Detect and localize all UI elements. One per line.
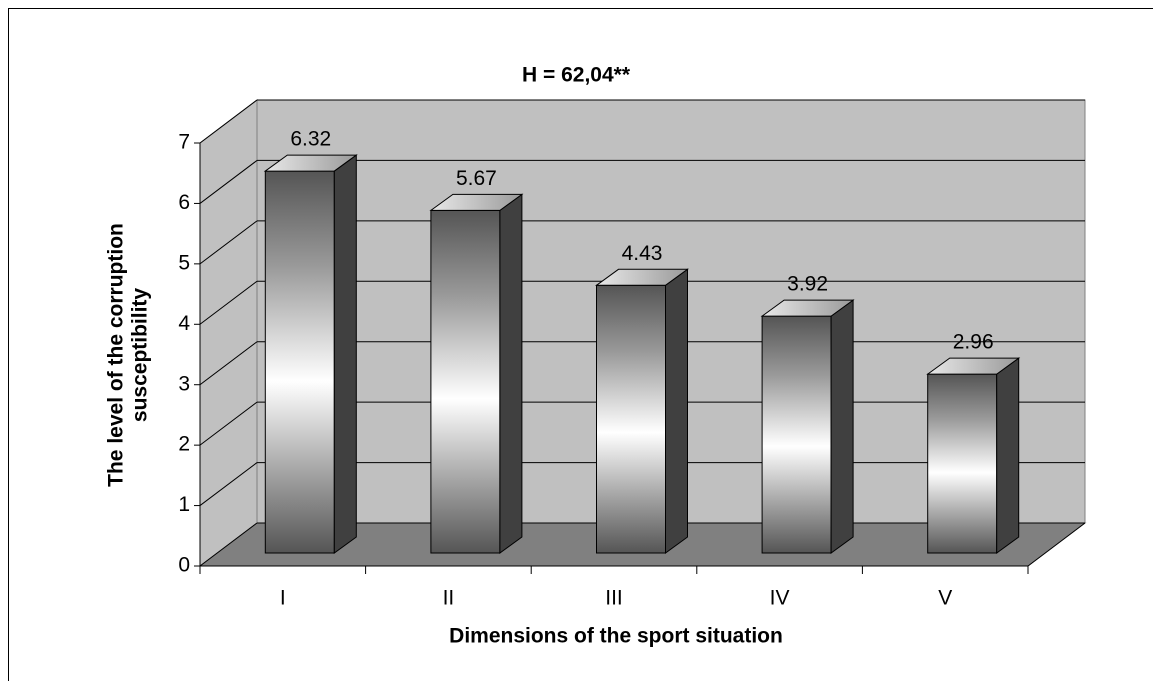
y-tick-label: 6 (178, 191, 190, 214)
bar-side (830, 299, 854, 554)
bar-top (594, 268, 690, 286)
data-label: 2.96 (953, 331, 994, 354)
x-tick-label: V (938, 587, 952, 610)
bar-top (429, 193, 524, 211)
bar-side (499, 193, 523, 554)
bar (596, 284, 666, 554)
y-tick-label: 3 (178, 372, 190, 395)
grid-line (199, 99, 258, 144)
bar-top (263, 154, 358, 172)
x-tick-label: III (605, 587, 623, 610)
y-axis-title: The level of the corruption (105, 223, 128, 487)
bar (430, 209, 501, 554)
y-tick-label: 2 (178, 433, 190, 456)
x-tick-label: IV (770, 587, 790, 610)
x-axis-title: Dimensions of the sport situation (449, 625, 783, 648)
y-tick-label: 0 (178, 554, 190, 577)
grid-line (199, 401, 258, 446)
data-label: 5.67 (456, 167, 497, 190)
bar (761, 315, 832, 554)
bar-top (760, 299, 855, 317)
grid-line (199, 462, 258, 506)
x-tick-label: II (443, 587, 455, 610)
grid-line (199, 280, 258, 325)
grid-line (199, 220, 258, 265)
bar-side (996, 357, 1020, 554)
y-tick-label: 4 (178, 312, 190, 335)
bar (264, 170, 335, 554)
side-wall (199, 98, 258, 568)
bar-side (665, 268, 688, 554)
y-tick-label: 5 (178, 251, 190, 274)
bar-side (333, 154, 357, 554)
floor-edge (1027, 522, 1086, 567)
grid-line (199, 341, 258, 386)
grid-line (199, 522, 258, 567)
data-label: 4.43 (622, 242, 663, 265)
y-tick-label: 7 (178, 131, 190, 154)
chart-title: H = 62,04** (522, 64, 631, 87)
x-tick-label: I (280, 587, 286, 610)
data-label: 6.32 (290, 128, 331, 151)
bar (927, 373, 998, 554)
bar-top (926, 357, 1021, 375)
grid-line (199, 160, 258, 204)
y-axis-title: susceptibility (129, 288, 152, 423)
y-tick-label: 1 (178, 493, 190, 516)
data-label: 3.92 (787, 273, 828, 296)
